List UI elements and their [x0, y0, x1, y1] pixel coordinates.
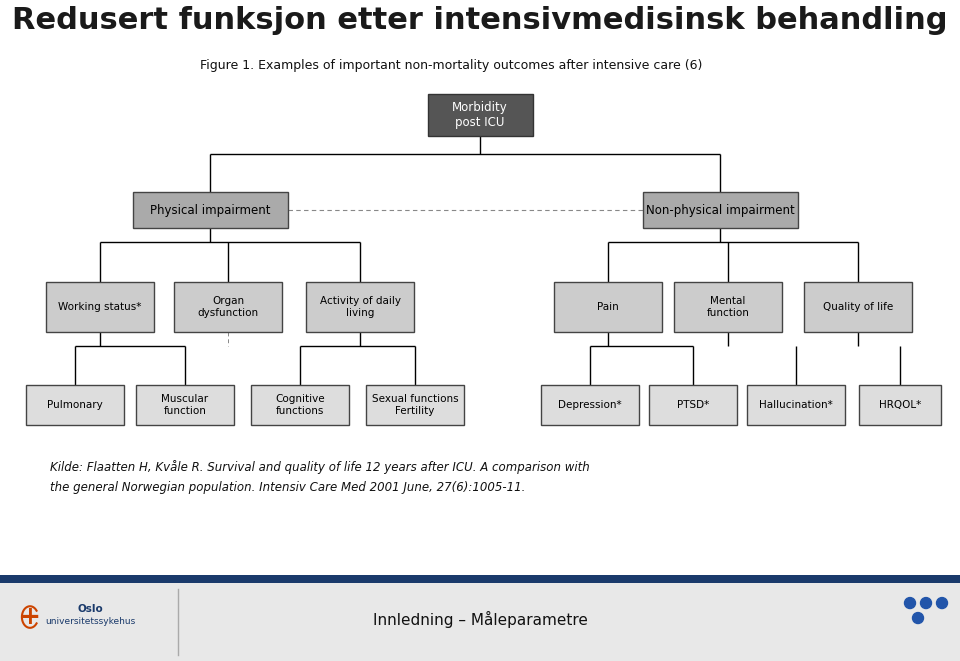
Text: Pain: Pain [597, 302, 619, 312]
Text: universitetssykehus: universitetssykehus [45, 617, 135, 625]
Circle shape [904, 598, 916, 609]
FancyBboxPatch shape [554, 282, 662, 332]
Text: Innledning – Måleparametre: Innledning – Måleparametre [372, 611, 588, 627]
Text: Figure 1. Examples of important non-mortality outcomes after intensive care (6): Figure 1. Examples of important non-mort… [200, 59, 703, 71]
FancyBboxPatch shape [306, 282, 414, 332]
FancyBboxPatch shape [251, 385, 349, 425]
Text: Muscular
function: Muscular function [161, 394, 208, 416]
FancyBboxPatch shape [747, 385, 845, 425]
FancyBboxPatch shape [427, 94, 533, 136]
Text: Non-physical impairment: Non-physical impairment [646, 204, 794, 217]
FancyBboxPatch shape [46, 282, 154, 332]
Text: HRQOL*: HRQOL* [878, 400, 922, 410]
Text: Kilde: Flaatten H, Kvåle R. Survival and quality of life 12 years after ICU. A c: Kilde: Flaatten H, Kvåle R. Survival and… [50, 460, 589, 474]
Text: Quality of life: Quality of life [823, 302, 893, 312]
Text: Pulmonary: Pulmonary [47, 400, 103, 410]
Text: Physical impairment: Physical impairment [150, 204, 271, 217]
FancyBboxPatch shape [366, 385, 464, 425]
Text: Hallucination*: Hallucination* [759, 400, 833, 410]
Text: Sexual functions
Fertility: Sexual functions Fertility [372, 394, 458, 416]
FancyBboxPatch shape [642, 192, 798, 228]
Circle shape [913, 613, 924, 623]
Text: Morbidity
post ICU: Morbidity post ICU [452, 101, 508, 129]
Text: Cognitive
functions: Cognitive functions [276, 394, 324, 416]
FancyBboxPatch shape [541, 385, 639, 425]
Text: Oslo: Oslo [77, 604, 103, 614]
Text: PTSD*: PTSD* [677, 400, 709, 410]
FancyBboxPatch shape [174, 282, 282, 332]
Bar [0, 575, 960, 583]
Circle shape [921, 598, 931, 609]
FancyBboxPatch shape [26, 385, 124, 425]
FancyBboxPatch shape [674, 282, 782, 332]
FancyBboxPatch shape [136, 385, 234, 425]
Text: +: + [19, 605, 40, 629]
Text: Depression*: Depression* [558, 400, 622, 410]
FancyBboxPatch shape [804, 282, 912, 332]
Text: Redusert funksjon etter intensivmedisinsk behandling: Redusert funksjon etter intensivmedisins… [12, 5, 948, 34]
Text: Activity of daily
living: Activity of daily living [320, 296, 400, 318]
FancyBboxPatch shape [859, 385, 941, 425]
FancyBboxPatch shape [132, 192, 287, 228]
Text: Mental
function: Mental function [707, 296, 750, 318]
FancyBboxPatch shape [649, 385, 737, 425]
Text: the general Norwegian population. Intensiv Care Med 2001 June, 27(6):1005-11.: the general Norwegian population. Intens… [50, 481, 525, 494]
Circle shape [937, 598, 948, 609]
Text: Working status*: Working status* [59, 302, 142, 312]
Text: Organ
dysfunction: Organ dysfunction [198, 296, 258, 318]
